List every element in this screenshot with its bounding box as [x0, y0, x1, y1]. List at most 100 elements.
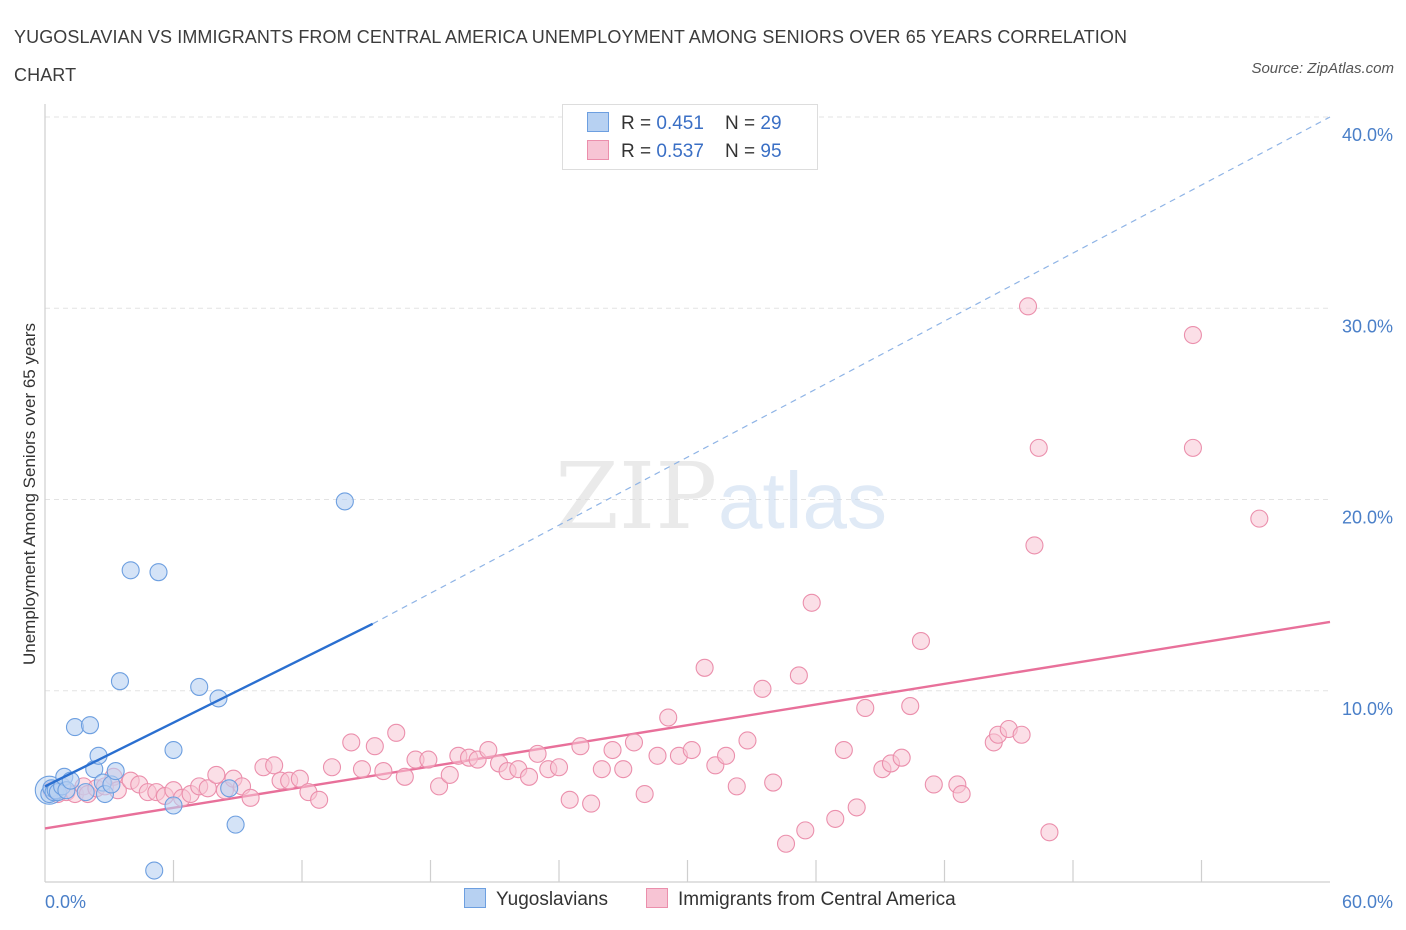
tick-labels: 10.0% 20.0% 30.0% 40.0% 0.0% 60.0% [45, 125, 1393, 912]
data-point-yugoslavians [80, 716, 100, 735]
data-point-central-america [549, 758, 569, 777]
data-point-central-america [265, 756, 284, 775]
data-point-central-america [374, 762, 393, 781]
data-point-central-america [796, 821, 815, 840]
bottom-legend-label-yugoslavians: Yugoslavians [496, 889, 608, 910]
data-point-central-america [290, 769, 309, 788]
bottom-legend-yugoslavians: Yugoslavians [464, 888, 608, 911]
y-tick-label: 10.0% [1342, 699, 1393, 719]
legend-r-value: 0.537 [656, 141, 704, 162]
data-point-yugoslavians [149, 563, 168, 582]
y-tick-label: 20.0% [1342, 508, 1393, 528]
trend-lines [44, 116, 1331, 830]
legend-r-label: R = [621, 141, 657, 162]
bottom-legend-label-central-america: Immigrants from Central America [678, 889, 956, 910]
watermark-atlas: atlas [718, 456, 887, 545]
legend-row-central-america: R = 0.537 N = 95 [587, 140, 782, 166]
data-point-central-america [1025, 536, 1044, 555]
data-point-central-america [342, 733, 361, 752]
trend-line-yugoslavians-extended [372, 116, 1331, 625]
data-point-central-america [207, 765, 226, 784]
data-point-central-america [738, 731, 757, 750]
stats-legend: R = 0.451 N = 29 R = 0.537 N = 95 [562, 104, 818, 170]
data-point-central-america [695, 658, 714, 677]
data-point-central-america [582, 794, 601, 813]
data-point-yugoslavians [76, 783, 95, 802]
data-point-yugoslavians [121, 561, 140, 580]
data-point-central-america [682, 740, 701, 760]
legend-n-label: N = [725, 113, 761, 134]
data-point-central-america [924, 775, 943, 794]
legend-swatch-pink [587, 140, 609, 160]
data-point-yugoslavians [145, 861, 164, 880]
data-point-central-america [430, 777, 449, 796]
trend-line-central-america [44, 620, 1331, 830]
trend-line-yugoslavians [44, 622, 374, 788]
data-point-central-america [856, 698, 875, 718]
data-point-central-america [1250, 509, 1269, 528]
y-tick-label: 30.0% [1342, 316, 1393, 336]
data-point-yugoslavians [220, 779, 239, 798]
data-point-central-america [624, 733, 644, 752]
data-point-yugoslavians [65, 718, 85, 737]
watermark: ZIP atlas [555, 443, 887, 550]
chart-title: YUGOSLAVIAN VS IMMIGRANTS FROM CENTRAL A… [14, 27, 1128, 85]
data-point-central-america [1029, 438, 1048, 457]
data-point-central-america [1018, 297, 1038, 316]
data-point-central-america [365, 737, 384, 756]
data-point-central-america [847, 798, 866, 817]
data-point-yugoslavians [335, 492, 354, 511]
source-label: Source: ZipAtlas.com [1251, 60, 1394, 77]
x-tick-label-max: 60.0% [1342, 892, 1393, 912]
legend-row-yugoslavians: R = 0.451 N = 29 [587, 112, 782, 138]
axes [44, 104, 1330, 883]
series-central-america [42, 297, 1269, 853]
data-point-central-america [911, 631, 930, 651]
legend-swatch-blue [587, 112, 609, 132]
data-point-central-america [519, 767, 539, 786]
series-yugoslavians [34, 492, 374, 880]
data-point-central-america [716, 746, 736, 765]
data-point-central-america [310, 790, 329, 809]
legend-n-label: N = [725, 141, 761, 162]
data-point-central-america [802, 593, 821, 612]
data-point-central-america [419, 750, 438, 769]
data-point-central-america [387, 723, 406, 742]
data-point-yugoslavians [110, 672, 130, 691]
data-point-central-america [603, 740, 622, 760]
data-point-central-america [322, 758, 342, 777]
data-point-central-america [528, 744, 547, 763]
data-point-central-america [560, 790, 579, 809]
watermark-zip: ZIP [555, 443, 717, 550]
bottom-legend-central-america: Immigrants from Central America [646, 888, 956, 911]
data-point-yugoslavians [190, 677, 209, 696]
data-point-central-america [901, 696, 920, 716]
data-point-central-america [571, 737, 590, 756]
data-point-yugoslavians [164, 740, 183, 760]
legend-n-value: 29 [760, 113, 782, 134]
data-point-central-america [789, 666, 808, 685]
data-point-central-america [1183, 438, 1202, 457]
data-point-central-america [635, 784, 654, 804]
y-axis-label: Unemployment Among Seniors over 65 years [20, 323, 39, 665]
data-point-central-america [479, 740, 498, 760]
data-point-central-america [614, 760, 633, 779]
data-point-central-america [892, 748, 911, 767]
data-point-central-america [648, 746, 667, 765]
legend-r-label: R = [621, 113, 657, 134]
data-point-central-america [440, 765, 459, 784]
data-point-central-america [826, 809, 845, 828]
data-point-central-america [1012, 725, 1031, 744]
data-point-central-america [727, 777, 746, 796]
data-point-central-america [753, 679, 772, 698]
y-tick-label: 40.0% [1342, 125, 1393, 145]
data-point-central-america [1183, 325, 1202, 345]
x-tick-label-min: 0.0% [45, 892, 86, 912]
bottom-legend-swatch-blue [464, 888, 486, 908]
legend-r-value: 0.451 [656, 113, 704, 134]
data-point-central-america [241, 788, 260, 807]
data-point-central-america [659, 708, 678, 727]
data-point-central-america [352, 760, 372, 779]
data-point-yugoslavians [164, 796, 183, 815]
